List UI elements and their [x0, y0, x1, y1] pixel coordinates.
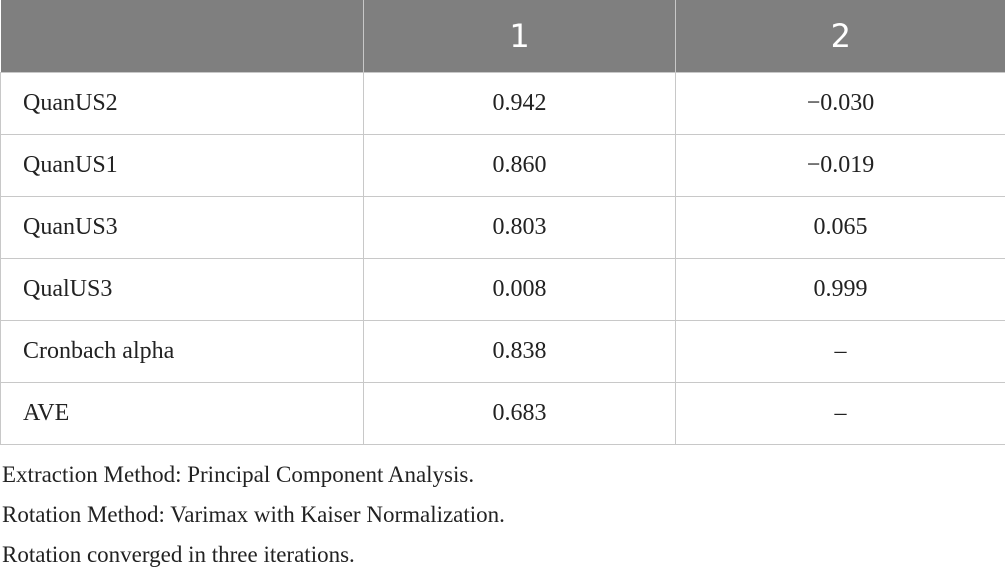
cell: 0.942: [364, 73, 676, 135]
cell: 0.803: [364, 197, 676, 259]
column-header: 2: [676, 0, 1005, 73]
cell: 0.065: [676, 197, 1005, 259]
cell: –: [676, 383, 1005, 445]
cell: 0.008: [364, 259, 676, 321]
row-label: QuanUS2: [1, 73, 364, 135]
row-label: Cronbach alpha: [1, 321, 364, 383]
row-label: QualUS3: [1, 259, 364, 321]
footnote: Extraction Method: Principal Component A…: [2, 455, 1005, 495]
cell: −0.030: [676, 73, 1005, 135]
row-label: QuanUS1: [1, 135, 364, 197]
cell: −0.019: [676, 135, 1005, 197]
footnote: Rotation Method: Varimax with Kaiser Nor…: [2, 495, 1005, 535]
footnote: Rotation converged in three iterations.: [2, 535, 1005, 575]
cell: 0.838: [364, 321, 676, 383]
column-header: 1: [364, 0, 676, 73]
cell: 0.860: [364, 135, 676, 197]
footnotes: Extraction Method: Principal Component A…: [0, 455, 1005, 575]
corner-cell: [1, 0, 364, 73]
cell: 0.683: [364, 383, 676, 445]
row-label: QuanUS3: [1, 197, 364, 259]
cell: –: [676, 321, 1005, 383]
row-label: AVE: [1, 383, 364, 445]
cell: 0.999: [676, 259, 1005, 321]
